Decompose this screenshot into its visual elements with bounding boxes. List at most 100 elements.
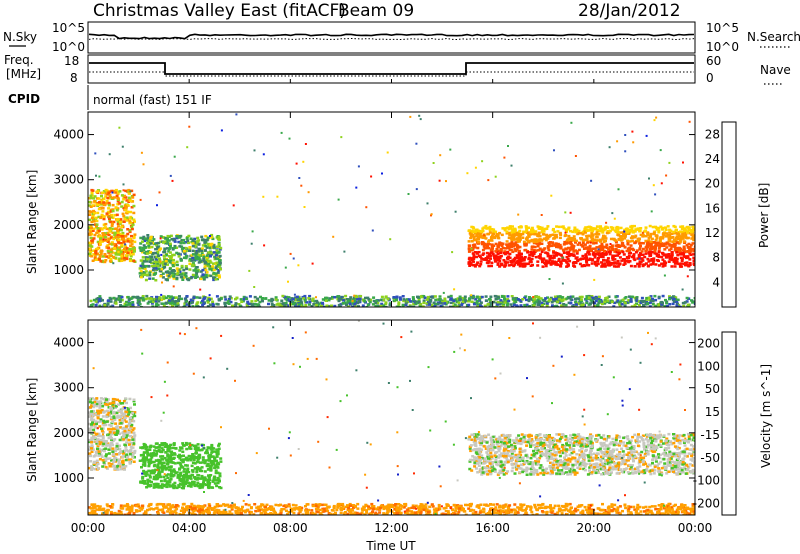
data-cell [637, 237, 641, 240]
data-cell [480, 295, 484, 299]
data-cell [682, 230, 686, 233]
data-cell [179, 240, 183, 243]
data-cell [128, 462, 132, 465]
data-cell [622, 263, 626, 266]
data-cell [425, 302, 429, 305]
data-cell [150, 302, 154, 305]
data-cell [494, 234, 498, 238]
data-cell [262, 153, 265, 156]
data-cell [109, 305, 113, 307]
data-cell [505, 240, 509, 243]
data-cell [148, 474, 152, 477]
data-cell [599, 255, 603, 259]
data-cell [515, 304, 519, 307]
data-cell [510, 239, 514, 242]
data-cell [88, 411, 92, 414]
data-cell [156, 303, 160, 307]
data-cell [156, 463, 160, 466]
data-cell [95, 190, 99, 194]
data-cell [186, 467, 190, 470]
data-cell [510, 295, 514, 298]
data-cell [547, 245, 551, 248]
data-cell [127, 192, 131, 195]
data-cell [623, 235, 627, 238]
data-cell [96, 211, 100, 215]
data-cell [557, 257, 561, 261]
data-cell [179, 463, 183, 466]
data-cell [218, 248, 222, 251]
data-cell [584, 255, 588, 258]
data-cell [625, 231, 629, 234]
data-cell [581, 233, 585, 236]
data-cell [608, 252, 612, 256]
data-cell [584, 253, 588, 256]
data-cell [649, 232, 653, 236]
data-cell [197, 247, 201, 251]
data-cell [664, 228, 668, 232]
data-cell [620, 241, 624, 245]
data-cell [667, 253, 671, 256]
data-cell [496, 234, 500, 237]
data-cell [195, 296, 199, 299]
data-cell [155, 449, 159, 453]
data-cell [122, 431, 126, 434]
data-cell [115, 442, 119, 445]
data-cell [687, 227, 691, 231]
data-cell [155, 459, 159, 462]
data-cell [93, 460, 97, 464]
data-cell [203, 470, 207, 473]
data-cell [474, 238, 478, 242]
data-cell [668, 228, 672, 232]
data-cell [203, 265, 207, 268]
data-cell [325, 299, 328, 302]
data-cell [118, 447, 122, 451]
data-cell [635, 249, 639, 252]
data-cell [95, 223, 99, 226]
data-cell [583, 227, 587, 231]
data-cell [107, 207, 111, 210]
data-cell [668, 161, 671, 164]
data-cell [537, 239, 541, 243]
data-cell [564, 231, 567, 234]
data-cell [690, 237, 694, 240]
data-cell [110, 432, 114, 436]
data-cell [372, 299, 376, 303]
data-cell [153, 242, 156, 245]
data-cell [467, 303, 471, 307]
data-cell [581, 254, 585, 258]
data-cell [492, 244, 496, 247]
data-cell [203, 249, 207, 252]
data-cell [601, 238, 605, 241]
data-cell [508, 231, 512, 235]
data-cell [129, 190, 132, 193]
data-cell [152, 261, 156, 265]
data-cell [155, 244, 159, 247]
data-cell [156, 260, 160, 263]
data-cell [100, 199, 104, 202]
data-cell [585, 234, 589, 238]
data-cell [155, 302, 159, 305]
data-cell [670, 258, 674, 262]
data-cell [144, 264, 148, 268]
data-cell [100, 455, 104, 458]
data-cell [204, 234, 208, 238]
data-cell [176, 474, 180, 477]
data-cell [188, 457, 192, 460]
data-cell [213, 272, 217, 275]
data-cell [123, 443, 127, 446]
data-cell [92, 405, 95, 409]
data-cell [194, 243, 198, 246]
data-cell [619, 226, 623, 230]
data-cell [194, 251, 198, 254]
data-cell [232, 204, 235, 207]
data-cell [428, 300, 432, 304]
data-cell [557, 225, 561, 229]
data-cell [478, 255, 482, 259]
power-frame [87, 111, 696, 308]
data-cell [691, 242, 695, 245]
data-cell [534, 249, 538, 252]
data-cell [486, 244, 489, 248]
data-cell [629, 236, 633, 240]
data-cell [178, 295, 181, 298]
data-cell [693, 297, 695, 300]
